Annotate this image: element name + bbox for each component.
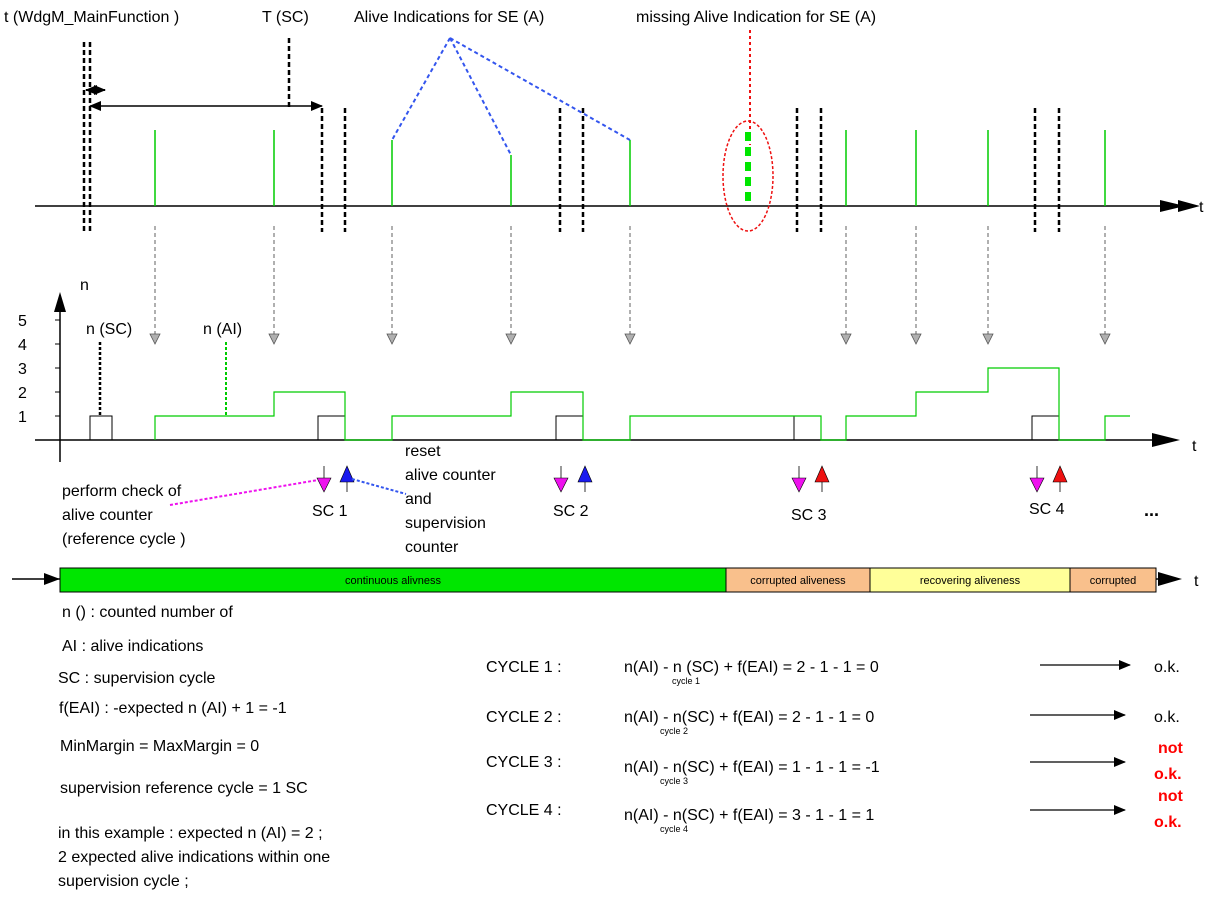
cycle-formula-b: - n(SC) + f(EAI) = 2 - 1 - 1 = 0: [659, 709, 875, 726]
cycle-label: CYCLE 1 :: [486, 659, 562, 676]
counter-axis-t-label: t: [1192, 438, 1197, 455]
svg-text:n(AI) - n(SC) + f(EAI) = 3 - 1: n(AI) - n(SC) + f(EAI) = 3 - 1 - 1 = 1: [624, 807, 874, 824]
cycle-row-3: CYCLE 3 : n(AI) - n(SC) + f(EAI) = 1 - 1…: [486, 740, 1184, 786]
alive-pointer-lines: [391, 37, 631, 156]
y-tick-3: 3: [18, 361, 27, 378]
alive-counter-line: [154, 367, 1130, 441]
cycle-formula-a: n(AI): [624, 709, 659, 726]
legend-feai: f(EAI) : -expected n (AI) + 1 = -1: [59, 700, 287, 717]
cycle-sub: cycle 1: [672, 676, 700, 686]
y-ticks: [55, 319, 60, 417]
cycle-label: CYCLE 4 :: [486, 802, 562, 819]
legend-example-1: in this example : expected n (AI) = 2 ;: [58, 825, 323, 842]
cycle-result: o.k.: [1154, 659, 1180, 676]
y-tick-1: 1: [18, 409, 27, 426]
cycle-formula-a: n(AI): [624, 659, 659, 676]
sc3-label: SC 3: [791, 507, 827, 524]
legend-example-2: 2 expected alive indications within one: [58, 849, 330, 866]
cycle-result: o.k.: [1154, 709, 1180, 726]
cycle-result-line-2: o.k.: [1154, 766, 1182, 783]
legend-sc: SC : supervision cycle: [58, 670, 215, 687]
cycle-formula-b: - n(SC) + f(EAI) = 1 - 1 - 1 = -1: [659, 759, 880, 776]
cycle-row-1: CYCLE 1 : n(AI) - n (SC) + f(EAI) = 2 - …: [486, 659, 1180, 686]
missing-ellipse: [722, 120, 774, 232]
cycle-sub: cycle 4: [660, 824, 688, 834]
top-time-axis: [35, 200, 1200, 212]
alive-pulses: [154, 130, 1106, 206]
reset-label-4: supervision: [405, 515, 486, 532]
ellipsis-label: ...: [1144, 500, 1159, 520]
bar-continuous: continuous alivness: [345, 575, 442, 587]
cycle-label: CYCLE 2 :: [486, 709, 562, 726]
y-tick-4: 4: [18, 337, 27, 354]
sc-boxes: [89, 415, 1060, 441]
bar-corrupted-2: corrupted: [1090, 575, 1136, 587]
sc-check-arrows: [316, 466, 1045, 493]
n-ai-label: n (AI): [203, 321, 242, 338]
legend-margin: MinMargin = MaxMargin = 0: [60, 738, 259, 755]
svg-text:n(AI) - n(SC) + f(EAI) = 1 - 1: n(AI) - n(SC) + f(EAI) = 1 - 1 - 1 = -1: [624, 759, 880, 776]
legend-ai: AI : alive indications: [62, 638, 203, 655]
legend-n: n () : counted number of: [62, 604, 233, 621]
perform-check-pointer: [169, 479, 319, 506]
missing-alive-label: missing Alive Indication for SE (A): [636, 9, 876, 26]
bar-recovering: recovering aliveness: [920, 575, 1021, 587]
perform-label-3: (reference cycle ): [62, 531, 186, 548]
cycle-sub: cycle 3: [660, 776, 688, 786]
sc1-label: SC 1: [312, 503, 348, 520]
aliveness-bar: [59, 567, 1157, 593]
status-bar-axis: [12, 572, 1182, 586]
alive-indications-label: Alive Indications for SE (A): [354, 9, 544, 26]
top-axis-t-label: t: [1199, 199, 1204, 216]
perform-label-1: perform check of: [62, 483, 182, 500]
reset-label-5: counter: [405, 539, 459, 556]
reset-label-2: alive counter: [405, 467, 496, 484]
bar-corrupted-1: corrupted aliveness: [750, 575, 846, 587]
t-mainfunction-label: t (WdgM_MainFunction ): [4, 9, 179, 26]
y-tick-2: 2: [18, 385, 27, 402]
cycle-formula-a: n(AI): [624, 807, 659, 824]
svg-text:n(AI) - n (SC) + f(EAI) = 2 -: n(AI) - n (SC) + f(EAI) = 2 - 1 - 1 = 0: [624, 659, 879, 676]
cycle-result-line-1: not: [1158, 788, 1184, 805]
cycle-formula-b: - n (SC) + f(EAI) = 2 - 1 - 1 = 0: [659, 659, 879, 676]
cycle-result-line-2: o.k.: [1154, 814, 1182, 831]
sc2-label: SC 2: [553, 503, 589, 520]
cycle-label: CYCLE 3 :: [486, 754, 562, 771]
top-dashed-markers: [82, 38, 1061, 232]
cycle-sub: cycle 2: [660, 726, 688, 736]
sc4-label: SC 4: [1029, 501, 1065, 518]
t-sc-label: T (SC): [262, 9, 309, 26]
status-axis-t-label: t: [1194, 573, 1199, 590]
cycle-row-2: CYCLE 2 : n(AI) - n(SC) + f(EAI) = 2 - 1…: [486, 709, 1180, 736]
cycle-result-line-1: not: [1158, 740, 1184, 757]
reset-label-1: reset: [405, 443, 441, 460]
gray-projection-arrows: [149, 226, 1111, 345]
n-sc-label: n (SC): [86, 321, 132, 338]
cycle-formula-b: - n(SC) + f(EAI) = 3 - 1 - 1 = 1: [659, 807, 875, 824]
perform-label-2: alive counter: [62, 507, 153, 524]
legend-example-3: supervision cycle ;: [58, 873, 189, 890]
n-axis: [54, 292, 66, 462]
legend-ref: supervision reference cycle = 1 SC: [60, 780, 308, 797]
y-tick-5: 5: [18, 313, 27, 330]
reset-label-3: and: [405, 491, 432, 508]
sc-reset-arrows: [339, 465, 1068, 492]
reset-pointer: [351, 478, 407, 495]
cycle-row-4: CYCLE 4 : n(AI) - n(SC) + f(EAI) = 3 - 1…: [486, 788, 1184, 834]
svg-text:n(AI) - n(SC) + f(EAI) = 2 - 1: n(AI) - n(SC) + f(EAI) = 2 - 1 - 1 = 0: [624, 709, 874, 726]
cycle-formula-a: n(AI): [624, 759, 659, 776]
n-axis-label: n: [80, 277, 89, 294]
